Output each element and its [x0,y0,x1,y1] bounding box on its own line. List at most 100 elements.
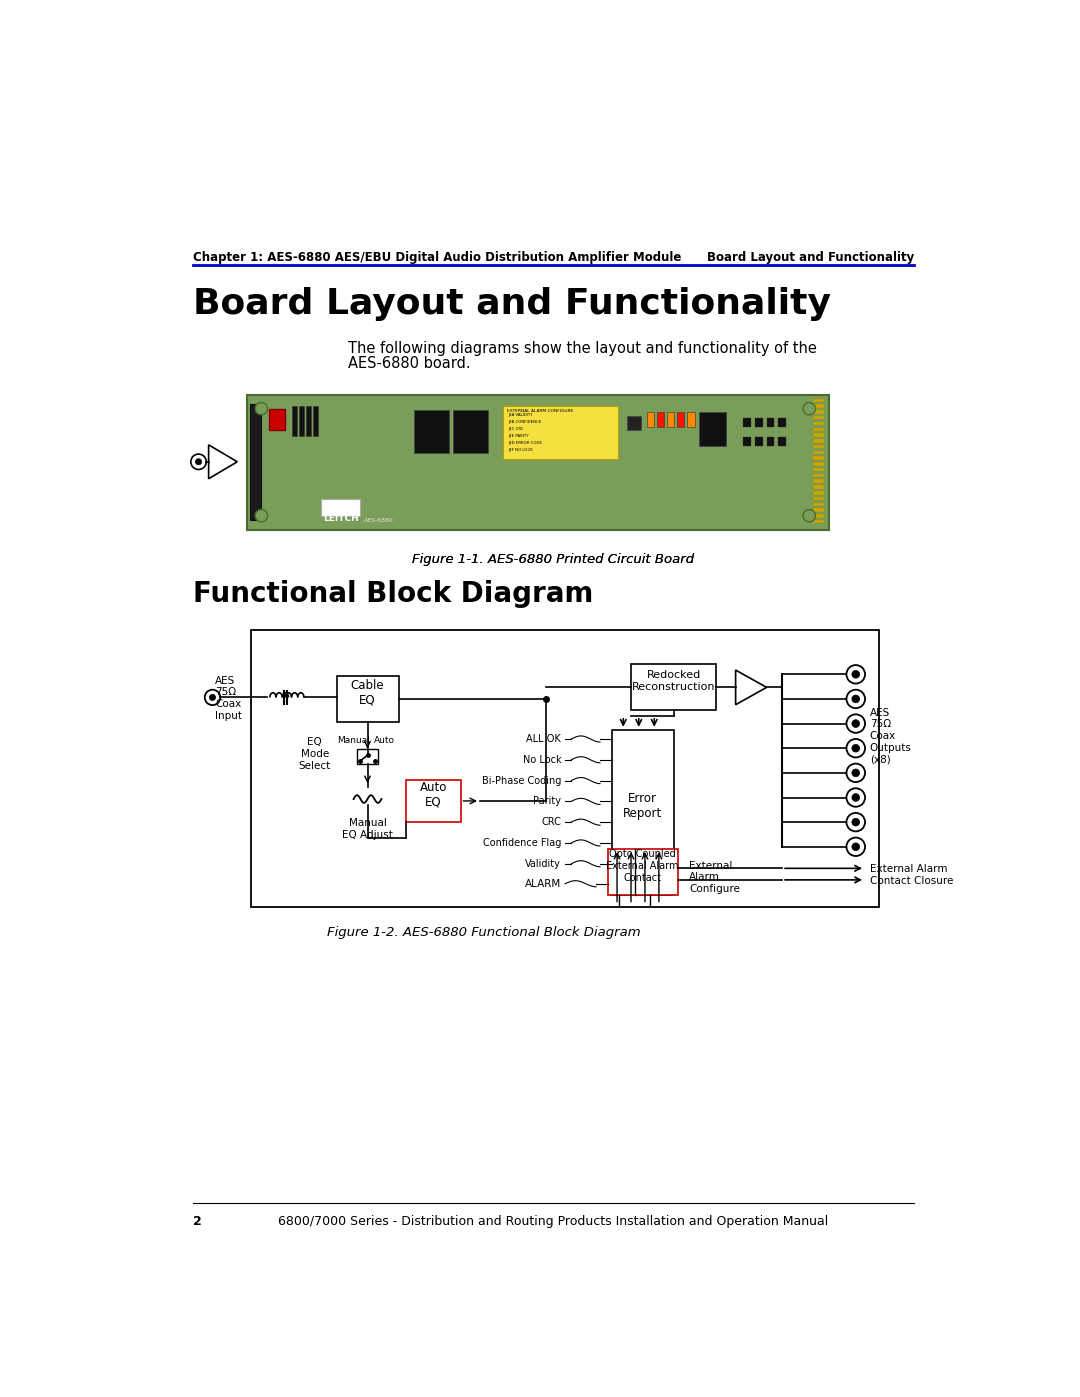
Bar [247,395,828,529]
Circle shape [852,819,860,826]
Text: The following diagrams show the layout and functionality of the: The following diagrams show the layout a… [348,341,816,356]
Circle shape [847,714,865,733]
Bar [813,479,824,483]
Circle shape [205,690,220,705]
Bar [813,398,824,402]
Text: Confidence Flag: Confidence Flag [483,838,562,848]
Text: External
Alarm
Configure: External Alarm Configure [689,861,740,894]
Text: AES
75Ω
Coax
Input: AES 75Ω Coax Input [215,676,242,721]
Bar [813,433,824,437]
Bar [699,412,727,447]
Bar [611,729,674,895]
Circle shape [195,458,202,465]
Bar [813,503,824,506]
Bar [356,749,378,764]
Bar [503,407,618,458]
Circle shape [852,842,860,851]
Text: Auto: Auto [374,736,395,745]
Text: No Lock: No Lock [523,754,562,764]
Bar [779,437,786,447]
Bar [453,411,488,453]
Circle shape [847,813,865,831]
Text: Validity: Validity [525,859,562,869]
Text: Figure 1-1. AES-6880 Printed Circuit Board: Figure 1-1. AES-6880 Printed Circuit Boa… [413,553,694,566]
Text: EXTERNAL ALARM CONFIGURE: EXTERNAL ALARM CONFIGURE [507,409,573,412]
Text: LEITCH: LEITCH [323,514,359,524]
Bar [657,412,664,427]
Text: ALARM: ALARM [525,879,562,888]
Bar [779,418,786,427]
Text: Manual
EQ Adjust: Manual EQ Adjust [342,819,393,840]
Bar [813,404,824,408]
Text: Figure 1-2. AES-6880 Functional Block Diagram: Figure 1-2. AES-6880 Functional Block Di… [327,926,640,939]
Bar [307,407,311,436]
Text: Functional Block Diagram: Functional Block Diagram [193,580,594,608]
Bar [414,411,449,453]
Bar [755,418,762,427]
Bar [299,407,303,436]
Bar [293,407,297,436]
Circle shape [847,665,865,683]
Text: External Alarm
Contact Closure: External Alarm Contact Closure [869,865,953,886]
Bar [813,439,824,443]
Bar [813,462,824,465]
Circle shape [804,402,815,415]
Bar [813,411,824,414]
Circle shape [852,696,860,703]
Bar [813,451,824,454]
Text: Chapter 1: AES-6880 AES/EBU Digital Audio Distribution Amplifier Module: Chapter 1: AES-6880 AES/EBU Digital Audi… [193,251,681,264]
Circle shape [255,510,268,522]
Text: Bi-Phase Coding: Bi-Phase Coding [482,775,562,785]
Circle shape [847,764,865,782]
Text: J3F NO LOCK: J3F NO LOCK [509,448,534,451]
Bar [813,422,824,425]
Circle shape [852,768,860,777]
Circle shape [852,671,860,678]
Bar [813,520,824,524]
Circle shape [210,694,216,700]
Text: Parity: Parity [534,796,562,806]
Text: Auto
EQ: Auto EQ [420,781,447,809]
Bar [666,412,674,427]
Bar [767,418,774,427]
Text: J3C CRC: J3C CRC [509,427,524,432]
Bar [813,444,824,448]
Text: CRC: CRC [541,817,562,827]
Bar [337,676,399,722]
Circle shape [852,719,860,728]
Text: J3D ERROR CODE: J3D ERROR CODE [509,441,542,446]
Text: J3A VALIDITY: J3A VALIDITY [509,414,534,418]
Bar [813,457,824,460]
Bar [687,412,694,427]
Circle shape [852,745,860,752]
Bar [249,404,261,520]
Circle shape [191,454,206,469]
Text: EQ
Mode
Select: EQ Mode Select [299,738,330,771]
Text: J3E PARITY: J3E PARITY [509,434,529,439]
Text: Figure 1-1. AES-6880 Printed Circuit Board: Figure 1-1. AES-6880 Printed Circuit Boa… [413,553,694,566]
Bar [252,630,879,907]
Circle shape [847,739,865,757]
Bar [269,409,284,430]
Text: AES-6880: AES-6880 [364,518,393,524]
Bar [313,407,318,436]
Polygon shape [208,444,238,479]
Circle shape [255,402,268,415]
Text: Board Layout and Functionality: Board Layout and Functionality [706,251,914,264]
Bar [813,416,824,419]
Text: Error
Report: Error Report [623,792,662,820]
Text: ALL OK: ALL OK [527,733,562,745]
Text: J3B CONFIDENCE: J3B CONFIDENCE [509,420,542,425]
Bar [608,849,677,895]
Polygon shape [735,671,767,704]
Text: 6800/7000 Series - Distribution and Routing Products Installation and Operation : 6800/7000 Series - Distribution and Rout… [279,1215,828,1228]
Text: Manual: Manual [337,736,370,745]
Bar [755,437,762,447]
Bar [767,437,774,447]
Bar [813,497,824,500]
Bar [321,499,360,515]
Text: Board Layout and Functionality: Board Layout and Functionality [193,286,832,321]
Bar [813,490,824,495]
Bar [647,412,654,427]
Circle shape [847,690,865,708]
